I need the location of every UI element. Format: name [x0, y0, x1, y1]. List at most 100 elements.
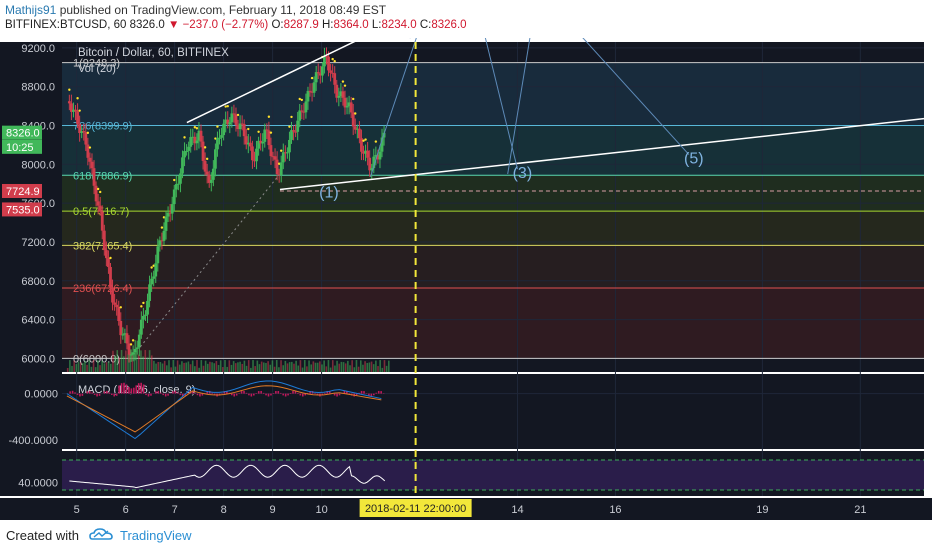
volume-bar — [336, 360, 338, 372]
volume-bar — [183, 362, 185, 372]
candle-body — [92, 168, 96, 186]
signal-marker — [247, 127, 250, 131]
date-marker-tag — [359, 499, 472, 517]
chart-title: Bitcoin / Dollar, 60, BITFINEX — [78, 47, 229, 59]
volume-bar — [107, 361, 110, 372]
volume-bar — [252, 360, 254, 372]
volume-bar — [263, 362, 265, 372]
candle-body — [139, 319, 143, 335]
candle-body — [246, 142, 250, 145]
macd-histogram-bar — [118, 385, 120, 394]
candle-body — [174, 184, 178, 190]
macd-histogram-bar — [155, 391, 157, 394]
candle-body — [191, 136, 195, 138]
candle-body — [355, 128, 359, 130]
volume-bar — [278, 367, 280, 372]
macd-histogram-bar — [147, 393, 150, 397]
candle-body — [76, 111, 79, 124]
candle-body — [222, 123, 226, 136]
candle-body — [119, 321, 123, 336]
volume-bar — [172, 360, 175, 372]
volume-bar — [206, 363, 209, 372]
volume-bar — [168, 360, 170, 372]
volume-bar — [372, 364, 375, 372]
volume-bar — [247, 360, 250, 372]
macd-histogram-bar — [194, 392, 196, 394]
price-tag — [2, 139, 42, 154]
volume-bar — [142, 356, 144, 372]
candle-body — [271, 156, 275, 158]
wave-label: (3) — [513, 165, 533, 182]
macd-histogram-bar — [133, 387, 135, 394]
candle-body — [111, 287, 114, 303]
candle-body — [333, 73, 337, 85]
macd-histogram-bar — [211, 392, 213, 394]
volume-bar — [243, 360, 246, 372]
volume-bar — [131, 352, 134, 372]
candle-body — [67, 101, 71, 104]
price-tag-label: 7535.0 — [6, 204, 40, 216]
price-tick-label: 6400.0 — [21, 315, 55, 327]
volume-bar — [306, 366, 308, 372]
macd-histogram-bar — [245, 392, 248, 394]
candle-body — [100, 211, 104, 231]
signal-marker — [300, 98, 303, 102]
footer: Created with TradingView — [0, 520, 932, 550]
time-tick-label: 10 — [315, 504, 327, 516]
macd-histogram-bar — [140, 382, 142, 394]
tradingview-brand[interactable]: TradingView — [120, 528, 192, 543]
volume-bar — [297, 365, 300, 372]
macd-histogram-bar — [294, 391, 297, 394]
candle-body — [283, 152, 287, 154]
time-tick-label: 9 — [270, 504, 276, 516]
macd-histogram-bar — [297, 392, 299, 394]
volume-bar — [211, 362, 213, 372]
volume-bar — [308, 360, 310, 372]
rsi-tick-label: 40.0000 — [18, 478, 58, 490]
candle-body — [129, 354, 133, 356]
candle-body — [183, 151, 186, 158]
candle-body — [279, 162, 283, 176]
candle-body — [156, 246, 160, 264]
volume-bar — [234, 363, 237, 372]
candle-body — [88, 157, 92, 162]
candle-body — [179, 173, 182, 184]
volume-bar — [77, 361, 80, 372]
candle-body — [144, 314, 147, 316]
author-link[interactable]: Mathijs91 — [5, 3, 57, 17]
macd-histogram-bar — [279, 392, 282, 394]
candle-body — [211, 168, 215, 180]
signal-marker — [129, 343, 133, 346]
signal-marker — [216, 125, 219, 128]
candle-body — [275, 159, 279, 175]
candle-body — [150, 278, 154, 285]
volume-bar — [381, 367, 384, 372]
candle-body — [201, 141, 205, 161]
candle-body — [216, 137, 219, 150]
time-tick-label: 19 — [756, 504, 768, 516]
macd-histogram-bar — [128, 386, 130, 394]
candle-body — [189, 137, 193, 147]
macd-histogram-bar — [368, 393, 370, 396]
macd-histogram-bar — [309, 390, 311, 394]
macd-histogram-bar — [233, 393, 236, 397]
volume-bar — [280, 360, 282, 372]
rsi-line — [69, 464, 386, 489]
fib-zone — [62, 175, 924, 212]
macd-histogram-bar — [201, 393, 204, 396]
candle-body — [152, 276, 156, 279]
macd-pane — [62, 374, 924, 449]
candle-body — [339, 91, 343, 96]
candle-body — [154, 263, 158, 277]
volume-bar — [219, 360, 222, 372]
candle-body — [325, 55, 328, 57]
rsi-band — [62, 460, 924, 490]
chart-canvas[interactable]: 1(9248.3)786(8399.9)618(7886.9)0.5(7516.… — [0, 38, 932, 520]
candle-body — [261, 141, 265, 144]
candle-body — [137, 334, 141, 348]
candle-body — [193, 136, 197, 144]
macd-histogram-bar — [150, 393, 152, 396]
volume-bar — [198, 367, 200, 372]
wave-projection-line — [370, 38, 417, 178]
fib-zone — [62, 245, 924, 288]
